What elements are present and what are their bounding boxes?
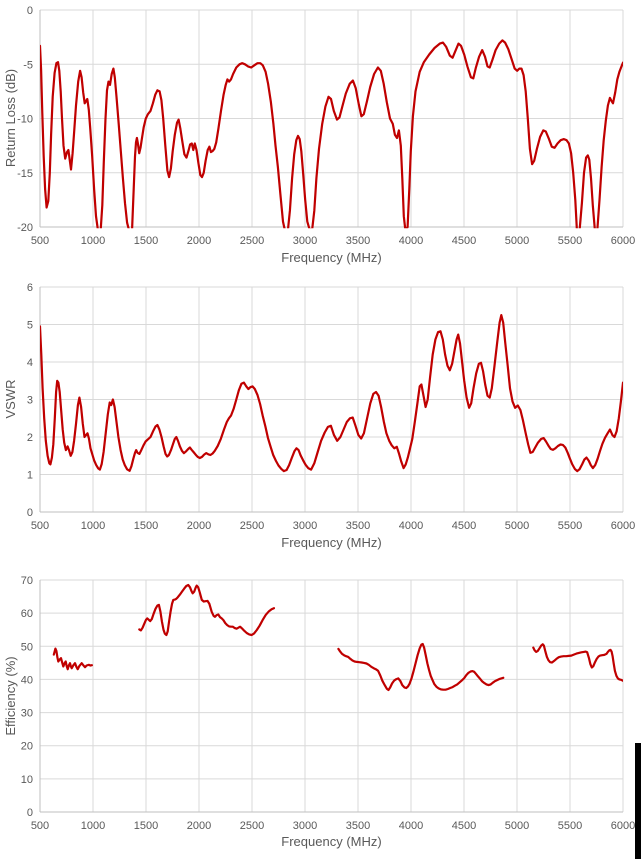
return-loss-y-axis-title: Return Loss (dB) — [3, 68, 18, 168]
svg-text:4000: 4000 — [399, 820, 423, 832]
svg-text:50: 50 — [21, 641, 33, 653]
svg-text:0: 0 — [27, 5, 33, 17]
chart-vswr: 6 5 4 3 2 1 0 500 1000 1500 2000 2500 3000 3500 4000 45… — [0, 278, 641, 568]
svg-text:1000: 1000 — [81, 820, 105, 832]
svg-text:1500: 1500 — [134, 820, 158, 832]
svg-text:6000: 6000 — [611, 820, 635, 832]
svg-text:500: 500 — [31, 520, 49, 532]
svg-text:1000: 1000 — [81, 235, 105, 247]
svg-text:4500: 4500 — [452, 235, 476, 247]
svg-text:2500: 2500 — [240, 820, 264, 832]
svg-text:1: 1 — [27, 470, 33, 482]
svg-text:2000: 2000 — [187, 820, 211, 832]
svg-text:5000: 5000 — [505, 235, 529, 247]
chart-efficiency: 70 60 50 40 30 20 10 0 500 1000 1500 2000 2500 3000 35… — [0, 568, 641, 859]
svg-text:2000: 2000 — [187, 520, 211, 532]
svg-text:0: 0 — [27, 807, 33, 819]
svg-text:500: 500 — [31, 235, 49, 247]
svg-text:-5: -5 — [23, 59, 33, 71]
svg-text:60: 60 — [21, 608, 33, 620]
svg-text:2500: 2500 — [240, 520, 264, 532]
svg-text:3500: 3500 — [346, 235, 370, 247]
svg-text:5000: 5000 — [505, 820, 529, 832]
chart-return-loss: 0 -5 -10 -15 -20 500 1000 1500 2000 2500 3000 3500 4… — [0, 0, 641, 272]
svg-text:-20: -20 — [17, 222, 33, 234]
svg-text:5: 5 — [27, 320, 33, 332]
svg-text:70: 70 — [21, 575, 33, 587]
svg-text:4500: 4500 — [452, 520, 476, 532]
svg-text:3000: 3000 — [293, 820, 317, 832]
svg-text:-10: -10 — [17, 114, 33, 126]
svg-text:4000: 4000 — [399, 235, 423, 247]
svg-text:6000: 6000 — [611, 520, 635, 532]
svg-text:4500: 4500 — [452, 820, 476, 832]
svg-text:0: 0 — [27, 507, 33, 519]
svg-text:3500: 3500 — [346, 820, 370, 832]
svg-text:2000: 2000 — [187, 235, 211, 247]
screenshot-artifact-bar — [635, 743, 641, 859]
svg-text:2: 2 — [27, 432, 33, 444]
svg-text:1500: 1500 — [134, 520, 158, 532]
svg-text:3000: 3000 — [293, 520, 317, 532]
svg-text:2500: 2500 — [240, 235, 264, 247]
svg-text:5000: 5000 — [505, 520, 529, 532]
vswr-y-axis-title: VSWR — [3, 379, 18, 419]
svg-text:30: 30 — [21, 708, 33, 720]
svg-text:-15: -15 — [17, 168, 33, 180]
vswr-x-axis-title: Frequency (MHz) — [281, 535, 382, 550]
svg-text:20: 20 — [21, 741, 33, 753]
svg-text:6: 6 — [27, 282, 33, 294]
svg-text:5500: 5500 — [558, 820, 582, 832]
efficiency-x-axis-title: Frequency (MHz) — [281, 834, 382, 849]
efficiency-plot: 70 60 50 40 30 20 10 0 500 1000 1500 2000 2500 3000 35… — [0, 568, 641, 859]
svg-text:1000: 1000 — [81, 520, 105, 532]
svg-text:1500: 1500 — [134, 235, 158, 247]
svg-text:10: 10 — [21, 774, 33, 786]
svg-text:5500: 5500 — [558, 235, 582, 247]
return-loss-x-axis-title: Frequency (MHz) — [281, 250, 382, 265]
svg-text:3: 3 — [27, 395, 33, 407]
svg-text:4000: 4000 — [399, 520, 423, 532]
svg-text:3500: 3500 — [346, 520, 370, 532]
return-loss-plot: 0 -5 -10 -15 -20 500 1000 1500 2000 2500 3000 3500 4… — [0, 0, 641, 272]
svg-text:6000: 6000 — [611, 235, 635, 247]
vswr-plot: 6 5 4 3 2 1 0 500 1000 1500 2000 2500 3000 3500 4000 45… — [0, 278, 641, 568]
svg-text:500: 500 — [31, 820, 49, 832]
svg-text:5500: 5500 — [558, 520, 582, 532]
svg-text:40: 40 — [21, 674, 33, 686]
svg-text:4: 4 — [27, 357, 33, 369]
svg-text:3000: 3000 — [293, 235, 317, 247]
efficiency-y-axis-title: Efficiency (%) — [3, 656, 18, 736]
